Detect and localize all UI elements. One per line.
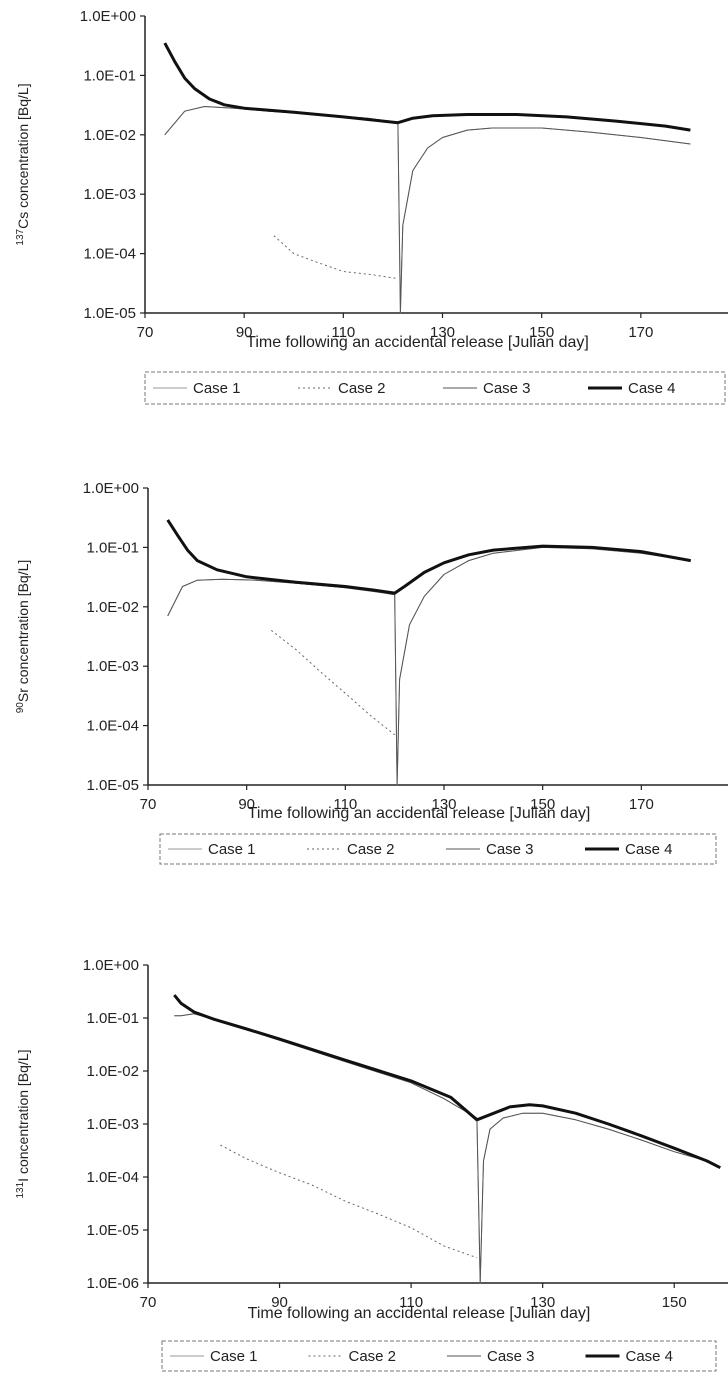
x-tick-label: 70 — [140, 796, 157, 813]
y-tick-label: 1.0E-03 — [83, 186, 136, 203]
series-line-case-3 — [164, 106, 691, 314]
x-tick-label: 70 — [137, 324, 154, 341]
series-line-case-2 — [273, 235, 398, 280]
series-line-case-3 — [174, 1013, 721, 1284]
y-tick-label: 1.0E+00 — [83, 480, 139, 497]
y-axis-label-isotope: 137 — [15, 228, 26, 245]
x-axis-label: Time following an accidental release [Ju… — [248, 1305, 591, 1322]
legend-box — [144, 371, 726, 405]
series-line-case-1 — [174, 1013, 721, 1284]
y-tick-label: 1.0E-04 — [86, 1169, 139, 1186]
legend-label: Case 3 — [486, 841, 534, 858]
x-tick-label: 110 — [399, 1294, 423, 1311]
y-tick-label: 1.0E-04 — [83, 246, 136, 263]
x-tick-label: 130 — [430, 324, 455, 341]
legend-label: Case 4 — [628, 380, 676, 397]
x-tick-label: 150 — [530, 796, 555, 813]
legend-label: Case 4 — [625, 841, 673, 858]
y-tick-label: 1.0E-05 — [83, 305, 136, 322]
x-tick-label: 130 — [431, 796, 456, 813]
x-tick-label: 150 — [662, 1294, 687, 1311]
y-axis-label-isotope: 90 — [15, 702, 26, 714]
y-tick-label: 1.0E-03 — [86, 1116, 139, 1133]
y-axis-label-text: Sr concentration [Bq/L] — [15, 560, 31, 702]
x-tick-label: 110 — [333, 796, 357, 813]
x-tick-label: 90 — [236, 324, 253, 341]
x-tick-label: 150 — [529, 324, 554, 341]
series-line-case-4 — [173, 994, 721, 1170]
legend-label: Case 1 — [208, 841, 256, 858]
y-axis-label-isotope: 131 — [15, 1181, 26, 1198]
legend-label: Case 1 — [193, 380, 241, 397]
chart-panel-3: 1.0E-06 1.0E-05 1.0E-04 1.0E-03 1.0E-02 1.0E-… — [15, 957, 728, 1372]
y-axis-label: 131I concentration [Bq/L] — [15, 1050, 31, 1199]
series-line-case-4 — [166, 519, 691, 595]
y-axis-label-text: Cs concentration [Bq/L] — [15, 83, 31, 229]
y-tick-label: 1.0E-02 — [86, 1063, 139, 1080]
series-line-case-1 — [164, 106, 691, 314]
y-tick-label: 1.0E-04 — [86, 718, 139, 735]
y-tick-label: 1.0E-02 — [86, 599, 139, 616]
legend: Case 1 Case 2 Case 3 Case 4 — [161, 1340, 717, 1372]
x-tick-label: 130 — [530, 1294, 555, 1311]
legend-label: Case 4 — [626, 1348, 674, 1365]
y-axis-label-text: I concentration [Bq/L] — [15, 1050, 31, 1182]
x-tick-label: 110 — [331, 324, 355, 341]
chart-panel-2: 1.0E-05 1.0E-04 1.0E-03 1.0E-02 1.0E-01 1.0E+… — [15, 480, 728, 865]
x-tick-label: 170 — [629, 796, 654, 813]
y-tick-label: 1.0E-03 — [86, 658, 139, 675]
y-axis-label: 90Sr concentration [Bq/L] — [15, 560, 31, 714]
y-tick-label: 1.0E-01 — [86, 539, 139, 556]
series-line-case-2 — [270, 630, 396, 736]
legend-label: Case 1 — [210, 1348, 258, 1365]
y-tick-label: 1.0E-01 — [83, 67, 136, 84]
series-line-case-2 — [220, 1144, 478, 1259]
legend-label: Case 2 — [347, 841, 395, 858]
series-line-case-1 — [167, 546, 691, 786]
x-tick-label: 90 — [271, 1294, 288, 1311]
legend-label: Case 2 — [338, 380, 386, 397]
y-tick-label: 1.0E-05 — [86, 1222, 139, 1239]
chart-panel-1: 1.0E-05 1.0E-04 1.0E-03 1.0E-02 1.0E-01 1.0E+… — [15, 8, 728, 405]
legend: Case 1 Case 2 Case 3 Case 4 — [144, 371, 726, 405]
legend-box — [159, 833, 717, 865]
series-line-case-4 — [163, 42, 691, 132]
legend-label: Case 2 — [349, 1348, 397, 1365]
legend-label: Case 3 — [483, 380, 531, 397]
x-axis-label: Time following an accidental release [Ju… — [248, 805, 591, 822]
x-axis-label: Time following an accidental release [Ju… — [246, 334, 589, 351]
y-axis-label: 137Cs concentration [Bq/L] — [15, 83, 31, 245]
series-line-case-3 — [167, 546, 691, 786]
legend: Case 1 Case 2 Case 3 Case 4 — [159, 833, 717, 865]
y-tick-label: 1.0E-02 — [83, 127, 136, 144]
x-tick-label: 70 — [140, 1294, 157, 1311]
legend-box — [161, 1340, 717, 1372]
y-tick-label: 1.0E-06 — [86, 1275, 139, 1292]
y-tick-label: 1.0E+00 — [83, 957, 139, 974]
y-tick-label: 1.0E+00 — [80, 8, 136, 25]
y-tick-label: 1.0E-05 — [86, 777, 139, 794]
x-tick-label: 170 — [628, 324, 653, 341]
y-tick-label: 1.0E-01 — [86, 1010, 139, 1027]
legend-label: Case 3 — [487, 1348, 535, 1365]
x-tick-label: 90 — [238, 796, 255, 813]
